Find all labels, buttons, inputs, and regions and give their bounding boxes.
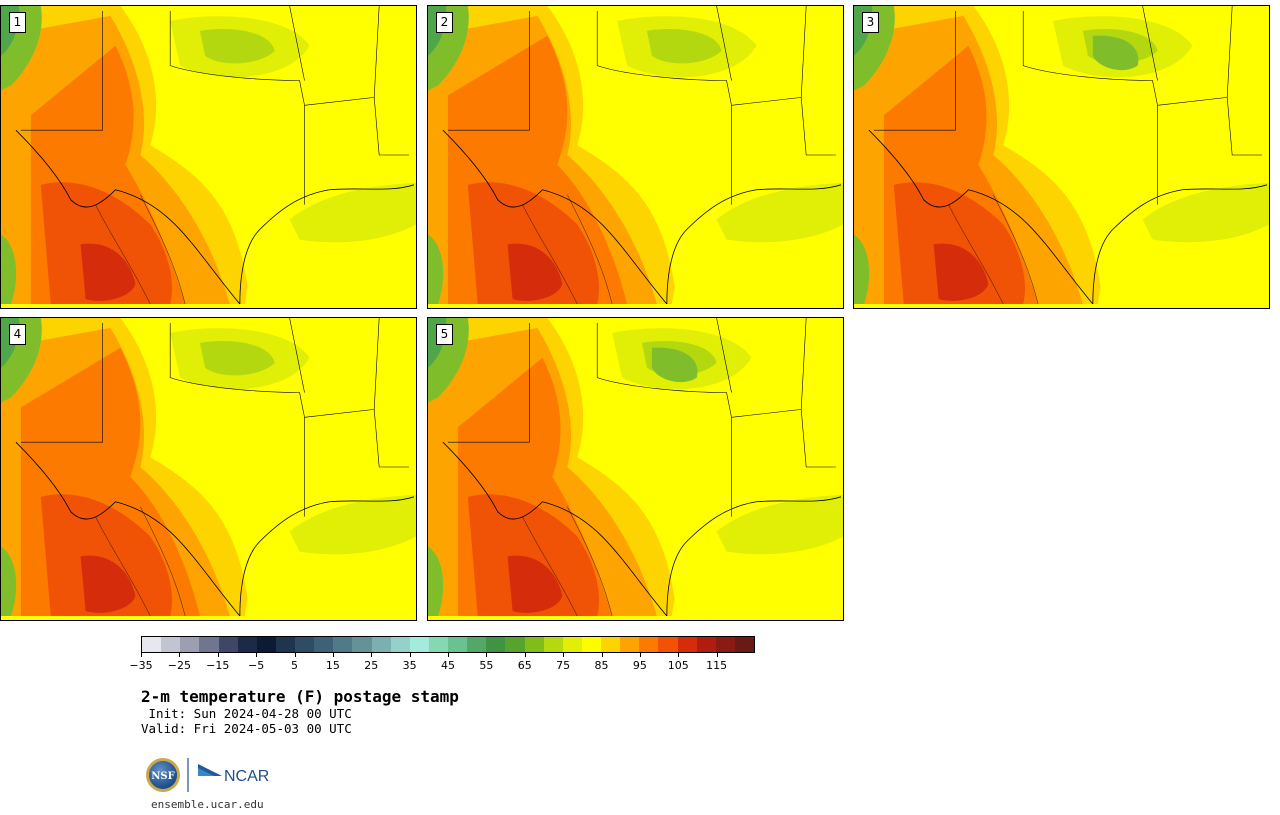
colorbar-tick [409, 653, 411, 657]
colorbar-tick-label: −25 [167, 659, 191, 672]
colorbar-tick [716, 653, 718, 657]
colorbar-segment [639, 637, 659, 652]
panel-number-label: 3 [862, 12, 879, 33]
colorbar-segment [524, 637, 544, 652]
colorbar-tick-label: −5 [248, 659, 265, 672]
colorbar-tick [371, 653, 373, 657]
colorbar-tick [601, 653, 603, 657]
colorbar-segment [161, 637, 181, 652]
colorbar-segment [237, 637, 257, 652]
map-title: 2-m temperature (F) postage stamp [141, 687, 459, 706]
colorbar-segment [677, 637, 697, 652]
panel-number-label: 5 [436, 324, 453, 345]
colorbar-tick [563, 653, 565, 657]
colorbar-tick [217, 653, 219, 657]
colorbar-segment [467, 637, 487, 652]
colorbar-ticks: −35 −25 −15 −5 5 15 25 35 45 55 65 75 85 95 105 115 [129, 653, 755, 673]
colorbar-tick [256, 653, 258, 657]
colorbar-tick-label: 75 [556, 659, 571, 672]
colorbar-segment [562, 637, 582, 652]
colorbar-tick [448, 653, 449, 657]
panel-number-label: 4 [9, 324, 26, 345]
colorbar-segment [715, 637, 735, 652]
colorbar-segment [333, 637, 353, 652]
colorbar-segment [275, 637, 295, 652]
colorbar-segment [409, 637, 429, 652]
colorbar-tick-label: 55 [479, 659, 494, 672]
forecast-panel-5: 5 [427, 317, 844, 621]
colorbar-segment [505, 637, 525, 652]
init-time: Init: Sun 2024-04-28 00 UTC [141, 706, 352, 721]
temperature-colorbar [141, 636, 755, 653]
panel-number-label: 2 [436, 12, 453, 33]
colorbar-tick-label: 15 [325, 659, 340, 672]
colorbar-segment [448, 637, 468, 652]
colorbar-segment [295, 637, 315, 652]
panel-number-label: 1 [9, 12, 26, 33]
colorbar-tick-label: 65 [517, 659, 532, 672]
colorbar-segment [256, 637, 276, 652]
colorbar-segment [142, 637, 162, 652]
colorbar-tick-label: 115 [706, 659, 728, 672]
colorbar-tick-label: 85 [594, 659, 609, 672]
colorbar-tick-label: 95 [632, 659, 647, 672]
colorbar-segment [620, 637, 640, 652]
colorbar-tick-label: 5 [291, 659, 298, 672]
colorbar-tick [179, 653, 181, 657]
colorbar-segment [486, 637, 506, 652]
ncar-logo-text: NCAR [224, 768, 269, 785]
colorbar-tick [678, 653, 680, 657]
colorbar-segment [601, 637, 621, 652]
colorbar-tick-label: 25 [364, 659, 379, 672]
colorbar-tick-label: −15 [206, 659, 230, 672]
colorbar-tick-label: −35 [129, 659, 153, 672]
colorbar-tick-label: 105 [667, 659, 689, 672]
colorbar-segment [581, 637, 601, 652]
forecast-panel-3: 3 [853, 5, 1270, 309]
colorbar-segment [314, 637, 334, 652]
colorbar-segment [543, 637, 563, 652]
colorbar-segment [218, 637, 238, 652]
colorbar-tick [524, 653, 526, 657]
colorbar-tick [486, 653, 488, 657]
colorbar-segment [696, 637, 716, 652]
colorbar-segment [390, 637, 410, 652]
forecast-panel-2: 2 [427, 5, 844, 309]
colorbar-segment [180, 637, 200, 652]
colorbar-segment [734, 637, 754, 652]
colorbar-segment [658, 637, 678, 652]
colorbar-segment [199, 637, 219, 652]
colorbar-tick [294, 653, 296, 657]
colorbar-tick-label: 35 [402, 659, 417, 672]
source-url: ensemble.ucar.edu [151, 798, 264, 811]
colorbar-tick [332, 653, 334, 657]
colorbar-tick [639, 653, 641, 657]
valid-time: Valid: Fri 2024-05-03 00 UTC [141, 721, 352, 736]
nsf-logo-text: NSF [151, 771, 174, 782]
nsf-ncar-logo: NSF NCAR [146, 758, 269, 792]
colorbar-tick [141, 653, 142, 657]
forecast-panel-4: 4 [0, 317, 417, 621]
colorbar-tick-label: 45 [441, 659, 455, 672]
colorbar-segment [428, 637, 448, 652]
forecast-panel-1: 1 [0, 5, 417, 309]
colorbar-segment [352, 637, 372, 652]
colorbar-segment [371, 637, 391, 652]
